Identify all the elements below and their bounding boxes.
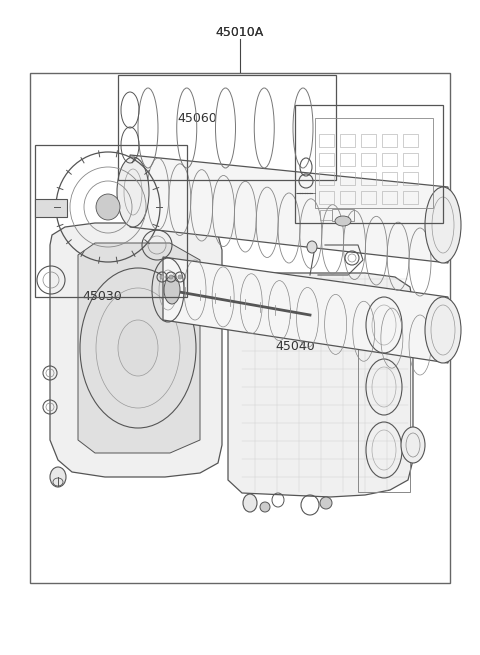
Bar — [403, 191, 418, 204]
Polygon shape — [130, 155, 448, 263]
Polygon shape — [78, 243, 200, 453]
Bar — [35, 199, 67, 217]
Ellipse shape — [169, 275, 173, 279]
Ellipse shape — [160, 275, 164, 279]
Bar — [361, 153, 376, 166]
Bar — [295, 105, 443, 223]
Ellipse shape — [118, 320, 158, 376]
Bar — [30, 73, 450, 583]
Ellipse shape — [96, 194, 120, 220]
Bar — [382, 134, 397, 147]
Bar — [340, 191, 355, 204]
Ellipse shape — [335, 216, 351, 226]
Polygon shape — [163, 257, 448, 363]
Bar — [361, 172, 376, 185]
Text: 45060: 45060 — [177, 111, 217, 124]
Ellipse shape — [260, 502, 270, 512]
Ellipse shape — [307, 241, 317, 253]
Ellipse shape — [425, 297, 461, 363]
Bar — [382, 153, 397, 166]
Text: 45050: 45050 — [375, 196, 415, 210]
Bar — [340, 172, 355, 185]
Bar — [382, 191, 397, 204]
Ellipse shape — [164, 276, 180, 304]
Bar — [320, 210, 332, 220]
Text: 45010A: 45010A — [216, 26, 264, 39]
Text: 45040: 45040 — [275, 341, 315, 354]
Bar — [361, 191, 376, 204]
Bar — [403, 172, 418, 185]
Bar — [340, 153, 355, 166]
Bar — [35, 145, 187, 297]
Ellipse shape — [401, 427, 425, 463]
Bar — [382, 172, 397, 185]
Ellipse shape — [320, 497, 332, 509]
Bar — [403, 153, 418, 166]
Bar — [319, 153, 334, 166]
Bar — [403, 134, 418, 147]
Bar — [315, 118, 433, 208]
Polygon shape — [50, 223, 222, 477]
Bar — [340, 134, 355, 147]
Text: 45030: 45030 — [82, 291, 122, 303]
Bar — [361, 134, 376, 147]
Bar — [319, 172, 334, 185]
Ellipse shape — [117, 157, 149, 227]
Ellipse shape — [425, 187, 461, 263]
Text: 45010A: 45010A — [216, 26, 264, 39]
Ellipse shape — [243, 494, 257, 512]
Bar — [118, 75, 336, 180]
Ellipse shape — [50, 467, 66, 487]
Bar — [358, 294, 410, 492]
Ellipse shape — [178, 275, 182, 279]
Bar — [319, 191, 334, 204]
Polygon shape — [228, 273, 413, 497]
Bar — [319, 134, 334, 147]
Bar — [332, 209, 354, 221]
